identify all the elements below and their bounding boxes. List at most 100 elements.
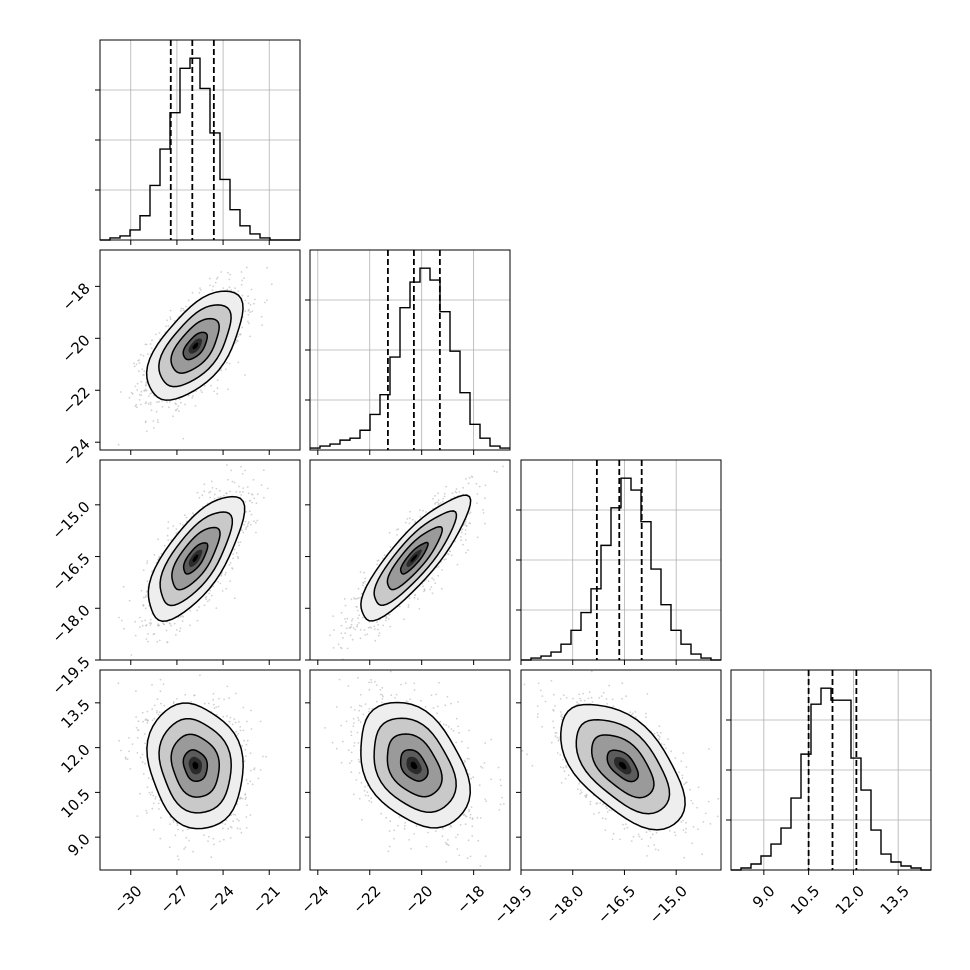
- scatter-point: [252, 478, 255, 481]
- scatter-point: [231, 568, 234, 570]
- scatter-point: [255, 521, 257, 524]
- scatter-point: [464, 533, 467, 535]
- scatter-point: [233, 481, 236, 484]
- scatter-point: [408, 517, 411, 520]
- scatter-point: [189, 624, 191, 627]
- scatter-point: [150, 392, 153, 394]
- scatter-point: [182, 437, 185, 440]
- histogram-frame-3: [730, 669, 932, 871]
- scatter-point: [140, 353, 142, 356]
- scatter-point: [464, 539, 467, 541]
- scatter-point: [174, 834, 177, 837]
- scatter-point: [439, 502, 442, 504]
- scatter-point: [437, 574, 439, 577]
- scatter-point: [158, 462, 160, 464]
- scatter-point: [145, 389, 148, 392]
- scatter-point: [423, 588, 426, 591]
- scatter-point: [180, 401, 182, 404]
- scatter-point: [172, 525, 175, 527]
- scatter-point: [150, 409, 153, 412]
- scatter-point: [183, 309, 185, 312]
- scatter-point: [467, 482, 470, 485]
- scatter-point: [199, 389, 202, 392]
- scatter-point: [442, 500, 444, 503]
- scatter-point: [363, 571, 365, 574]
- scatter-point: [427, 580, 430, 583]
- scatter-point: [168, 406, 170, 409]
- scatter-point: [146, 580, 149, 583]
- scatter-point: [255, 531, 257, 534]
- scatter-point: [138, 359, 141, 361]
- scatter-point: [136, 382, 139, 385]
- scatter-point: [248, 322, 250, 325]
- scatter-point: [463, 522, 466, 525]
- scatter-point: [117, 443, 120, 446]
- scatter-point: [460, 531, 463, 534]
- scatter-point: [464, 529, 467, 531]
- scatter-point: [220, 369, 223, 372]
- scatter-point: [344, 604, 347, 607]
- scatter-point: [225, 368, 227, 371]
- scatter-point: [157, 713, 160, 716]
- scatter-point: [455, 491, 458, 494]
- scatter-point: [133, 365, 136, 368]
- scatter-point: [169, 823, 171, 825]
- scatter-point: [172, 415, 175, 418]
- scatter-point: [173, 320, 176, 322]
- scatter-point: [153, 717, 156, 720]
- scatter-frame-0-1: [99, 249, 301, 451]
- scatter-point: [437, 499, 440, 501]
- scatter-point: [374, 639, 377, 642]
- scatter-point: [223, 494, 225, 497]
- scatter-point: [356, 609, 359, 612]
- scatter-point: [356, 625, 358, 628]
- scatter-point: [241, 294, 244, 297]
- scatter-point: [140, 380, 143, 383]
- scatter-point: [228, 564, 231, 566]
- scatter-point: [246, 525, 249, 528]
- histogram-frame-1: [309, 249, 511, 451]
- scatter-point: [145, 638, 148, 640]
- scatter-point: [264, 301, 266, 304]
- scatter-point: [158, 400, 160, 403]
- scatter-point: [234, 692, 237, 695]
- scatter-point: [484, 484, 487, 487]
- scatter-point: [233, 597, 236, 600]
- scatter-point: [216, 276, 219, 279]
- scatter-point: [249, 780, 252, 783]
- scatter-point: [340, 624, 343, 627]
- scatter-point: [235, 341, 237, 344]
- scatter-point: [156, 640, 159, 643]
- scatter-point: [315, 677, 317, 679]
- scatter-point: [262, 469, 265, 472]
- scatter-point: [136, 389, 139, 391]
- scatter-point: [120, 749, 122, 752]
- scatter-point: [144, 619, 147, 622]
- scatter-point: [465, 551, 467, 554]
- scatter-point: [382, 557, 384, 560]
- scatter-point: [166, 641, 169, 643]
- scatter-point: [450, 554, 453, 557]
- scatter-point: [248, 510, 251, 513]
- scatter-point: [141, 624, 144, 627]
- histogram-panel-0: [95, 39, 301, 241]
- scatter-point: [244, 310, 247, 313]
- scatter-point: [346, 647, 349, 650]
- scatter-point: [185, 516, 188, 519]
- scatter-point: [367, 626, 370, 629]
- scatter-point: [225, 492, 228, 495]
- scatter-point: [408, 522, 411, 525]
- scatter-point: [149, 793, 152, 796]
- scatter-point: [247, 523, 249, 525]
- scatter-point: [235, 552, 238, 554]
- scatter-point: [147, 640, 149, 643]
- scatter-point: [378, 632, 381, 634]
- scatter-point: [362, 584, 364, 587]
- scatter-point: [209, 589, 212, 592]
- scatter-point: [198, 606, 200, 608]
- panel-content: [117, 266, 273, 464]
- scatter-point: [142, 604, 145, 607]
- scatter-point: [261, 324, 263, 326]
- scatter-point: [247, 313, 250, 316]
- scatter-point: [244, 374, 246, 376]
